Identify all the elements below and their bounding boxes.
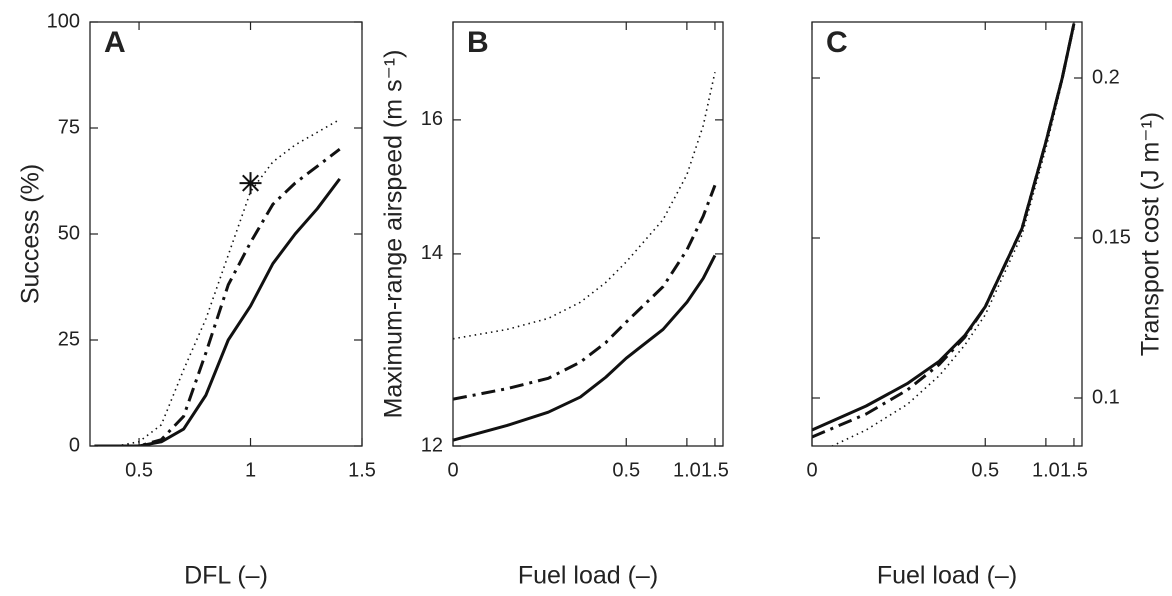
y-tick-label: 0.2: [1092, 66, 1120, 88]
y-tick-label: 25: [58, 328, 80, 350]
y-tick-label: 0.15: [1092, 226, 1131, 248]
line: [453, 184, 717, 401]
x-axis-label: DFL (–): [184, 562, 268, 590]
y-axis-label: Success (%): [17, 164, 45, 304]
plot-area: [94, 118, 341, 446]
y-tick-label: 75: [58, 116, 80, 138]
x-tick-label: 1: [245, 459, 256, 481]
y-axis-label: Maximum-range airspeed (m s⁻¹): [380, 50, 408, 419]
line: [830, 26, 1075, 446]
y-tick-label: 100: [47, 10, 80, 32]
y-tick-label: 12: [421, 434, 443, 456]
x-tick-label: 0: [806, 459, 817, 481]
line: [812, 23, 1076, 432]
y-axis-label: Transport cost (J m⁻¹): [1137, 112, 1165, 356]
panel-label: C: [826, 26, 848, 59]
x-tick-label: 0: [447, 459, 458, 481]
line: [94, 118, 341, 446]
x-tick-label: 0.5: [612, 459, 640, 481]
panel-label: B: [467, 26, 489, 59]
y-tick-label: 14: [421, 242, 443, 264]
y-tick-label: 50: [58, 222, 80, 244]
x-tick-label: 0.5: [971, 459, 999, 481]
y-tick-label: 0.1: [1092, 386, 1120, 408]
x-tick-label: 1.5: [701, 459, 729, 481]
axes-frame: [89, 21, 363, 447]
axes-frame: [452, 21, 724, 447]
line: [453, 254, 717, 442]
x-tick-label: 1.5: [348, 459, 376, 481]
line: [812, 23, 1076, 439]
line: [94, 177, 341, 446]
line: [453, 72, 716, 340]
y-tick-label: 0: [69, 434, 80, 456]
axes-frame: [811, 21, 1083, 447]
x-tick-label: 1.0: [673, 459, 701, 481]
x-tick-label: 0.5: [125, 459, 153, 481]
plot-area: [453, 72, 717, 442]
marker: [239, 172, 262, 195]
plot-area: [812, 23, 1076, 446]
x-axis-label: Fuel load (–): [877, 562, 1017, 590]
x-tick-label: 1.0: [1032, 459, 1060, 481]
panel-label: A: [104, 26, 126, 59]
line: [94, 148, 341, 446]
x-tick-label: 1.5: [1060, 459, 1088, 481]
y-tick-label: 16: [421, 108, 443, 130]
x-axis-label: Fuel load (–): [518, 562, 658, 590]
